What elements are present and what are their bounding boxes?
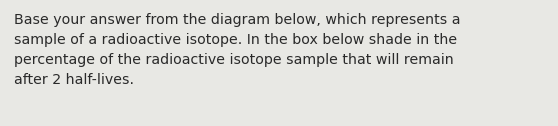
Text: percentage of the radioactive isotope sample that will remain: percentage of the radioactive isotope sa… bbox=[14, 53, 454, 67]
Text: Base your answer from the diagram below, which represents a: Base your answer from the diagram below,… bbox=[14, 13, 460, 27]
Text: sample of a radioactive isotope. In the box below shade in the: sample of a radioactive isotope. In the … bbox=[14, 33, 457, 47]
Text: after 2 half-lives.: after 2 half-lives. bbox=[14, 73, 134, 87]
